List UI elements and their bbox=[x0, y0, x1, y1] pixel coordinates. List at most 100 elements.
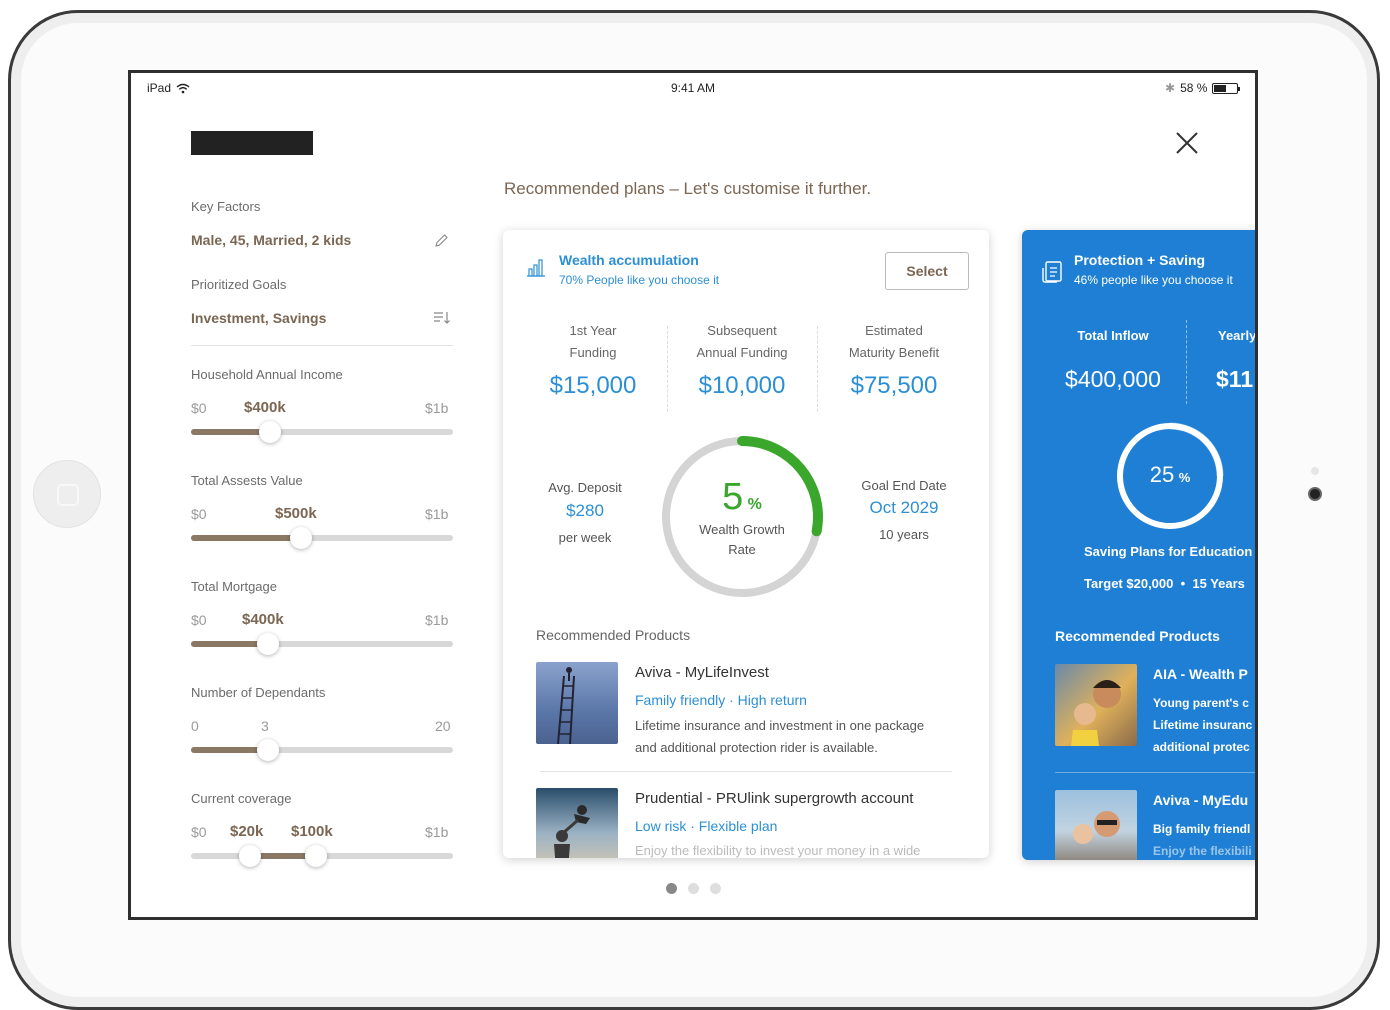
page-heading: Recommended plans – Let's customise it f… bbox=[504, 179, 872, 198]
growth-label-line2: Rate bbox=[728, 542, 756, 557]
mortgage-slider-knob[interactable] bbox=[257, 633, 279, 655]
product-image bbox=[536, 662, 618, 745]
side-product-line1: Young parent's c bbox=[1153, 696, 1249, 710]
family-silhouette-image bbox=[554, 805, 590, 858]
metric-value: $10,000 bbox=[698, 372, 786, 399]
side-product-line3: additional protec bbox=[1153, 740, 1250, 754]
coverage-slider-knob-high[interactable] bbox=[305, 845, 327, 867]
status-carrier: iPad bbox=[147, 81, 190, 95]
metric-label-line2: Maturity Benefit bbox=[848, 345, 940, 360]
product-desc-line1: Enjoy the flexibility to invest your mon… bbox=[635, 843, 921, 858]
coverage-min: $0 bbox=[191, 824, 207, 840]
metric-label-line1: Subsequent bbox=[707, 323, 777, 338]
pager bbox=[666, 883, 721, 894]
product-name[interactable]: Aviva - MyLifeInvest bbox=[635, 664, 769, 681]
bluetooth-icon: ✱ bbox=[1165, 81, 1176, 95]
metric-label-line1: 1st Year bbox=[569, 323, 617, 338]
pager-dot[interactable] bbox=[688, 883, 699, 894]
goal-end-duration: 10 years bbox=[879, 527, 929, 542]
pager-dot-active[interactable] bbox=[666, 883, 677, 894]
battery-icon bbox=[1212, 82, 1241, 94]
ladder-image bbox=[557, 667, 575, 745]
side-product-line2: Lifetime insuranc bbox=[1153, 718, 1253, 732]
divider bbox=[540, 771, 952, 772]
product-image bbox=[1055, 664, 1137, 746]
dependants-min: 0 bbox=[191, 718, 199, 734]
deposit-value: $280 bbox=[566, 501, 604, 520]
income-label: Household Annual Income bbox=[191, 367, 343, 382]
income-slider-fill bbox=[191, 429, 270, 435]
metric-value: $15,000 bbox=[549, 372, 637, 399]
home-button[interactable] bbox=[33, 460, 101, 528]
assets-min: $0 bbox=[191, 506, 207, 522]
dependants-label: Number of Dependants bbox=[191, 685, 326, 700]
product-desc-line2: and additional protection rider is avail… bbox=[635, 740, 878, 755]
edit-pencil-icon[interactable] bbox=[433, 233, 449, 249]
metric-subsequent: Subsequent Annual Funding $10,000 bbox=[667, 320, 817, 400]
mortgage-slider-track[interactable] bbox=[191, 641, 453, 647]
saving-ring bbox=[1116, 422, 1224, 530]
logo bbox=[191, 131, 313, 155]
mortgage-max: $1b bbox=[425, 612, 449, 628]
pager-dot[interactable] bbox=[710, 883, 721, 894]
side-product-name[interactable]: Aviva - MyEdu bbox=[1153, 792, 1249, 808]
ring-unit: % bbox=[1178, 470, 1191, 485]
income-max: $1b bbox=[425, 400, 449, 416]
battery-percent: 58 % bbox=[1180, 81, 1208, 95]
assets-slider-fill bbox=[191, 535, 301, 541]
product-tags: Low risk · Flexible plan bbox=[635, 818, 778, 834]
dependants-slider-knob[interactable] bbox=[257, 739, 279, 761]
key-factors-value: Male, 45, Married, 2 kids bbox=[191, 232, 352, 248]
plan-subtitle: 70% People like you choose it bbox=[559, 273, 720, 287]
growth-value: 5 bbox=[722, 476, 744, 518]
metric-label-line2: Annual Funding bbox=[696, 345, 788, 360]
select-button[interactable]: Select bbox=[885, 252, 969, 290]
growth-unit: % bbox=[747, 496, 762, 513]
assets-max: $1b bbox=[425, 506, 449, 522]
coverage-value-high: $100k bbox=[291, 823, 333, 840]
mortgage-label: Total Mortgage bbox=[191, 579, 277, 594]
product-image bbox=[1055, 790, 1137, 860]
plan-card-protection[interactable]: Protection + Saving 46% people like you … bbox=[1022, 230, 1257, 860]
wifi-icon bbox=[176, 83, 190, 93]
metric-label-line2: Funding bbox=[569, 345, 617, 360]
side-product-name[interactable]: AIA - Wealth P bbox=[1153, 666, 1248, 682]
mortgage-slider-fill bbox=[191, 641, 267, 647]
side-metric-value: $400,000 bbox=[1065, 366, 1161, 392]
parent-child-image bbox=[1071, 680, 1121, 746]
assets-slider-knob[interactable] bbox=[290, 527, 312, 549]
side-products-heading: Recommended Products bbox=[1055, 628, 1220, 644]
close-icon[interactable] bbox=[1175, 131, 1199, 155]
divider bbox=[817, 326, 818, 412]
product-tags: Family friendly · High return bbox=[635, 692, 807, 708]
divider bbox=[667, 326, 668, 412]
deposit-label: Avg. Deposit bbox=[548, 480, 622, 495]
goals-value: Investment, Savings bbox=[191, 310, 327, 326]
coverage-slider-knob-low[interactable] bbox=[239, 845, 261, 867]
dependants-slider-track[interactable] bbox=[191, 747, 453, 753]
bar-chart-icon bbox=[527, 259, 545, 277]
family-selfie-image bbox=[1073, 811, 1120, 844]
metric-label-line1: Estimated bbox=[865, 323, 923, 338]
side-product-line2: Enjoy the flexibili bbox=[1153, 844, 1252, 858]
status-right: ✱ 58 % bbox=[1165, 81, 1241, 95]
divider bbox=[1186, 320, 1187, 404]
income-value: $400k bbox=[244, 399, 286, 416]
divider bbox=[191, 345, 453, 346]
side-metric-value: $11 bbox=[1216, 366, 1254, 392]
product-description: Lifetime insurance and investment in one… bbox=[635, 715, 924, 759]
income-slider-track[interactable] bbox=[191, 429, 453, 435]
metric-first-year: 1st Year Funding $15,000 bbox=[518, 320, 668, 400]
assets-label: Total Assests Value bbox=[191, 473, 303, 488]
income-slider-knob[interactable] bbox=[259, 421, 281, 443]
side-metric-label: Yearly bbox=[1218, 328, 1257, 343]
product-desc-line1: Lifetime insurance and investment in one… bbox=[635, 718, 925, 733]
sort-list-icon[interactable] bbox=[433, 311, 451, 325]
product-name[interactable]: Prudential - PRUlink supergrowth account bbox=[635, 790, 914, 807]
screen: iPad 9:41 AM ✱ 58 % Key Factors Male, 45… bbox=[128, 70, 1258, 920]
assets-slider-track[interactable] bbox=[191, 535, 453, 541]
dependants-max: 20 bbox=[435, 718, 451, 734]
growth-value-group: 5 % bbox=[659, 476, 825, 519]
side-product-line1: Big family friendl bbox=[1153, 822, 1251, 836]
device-name: iPad bbox=[147, 81, 172, 95]
